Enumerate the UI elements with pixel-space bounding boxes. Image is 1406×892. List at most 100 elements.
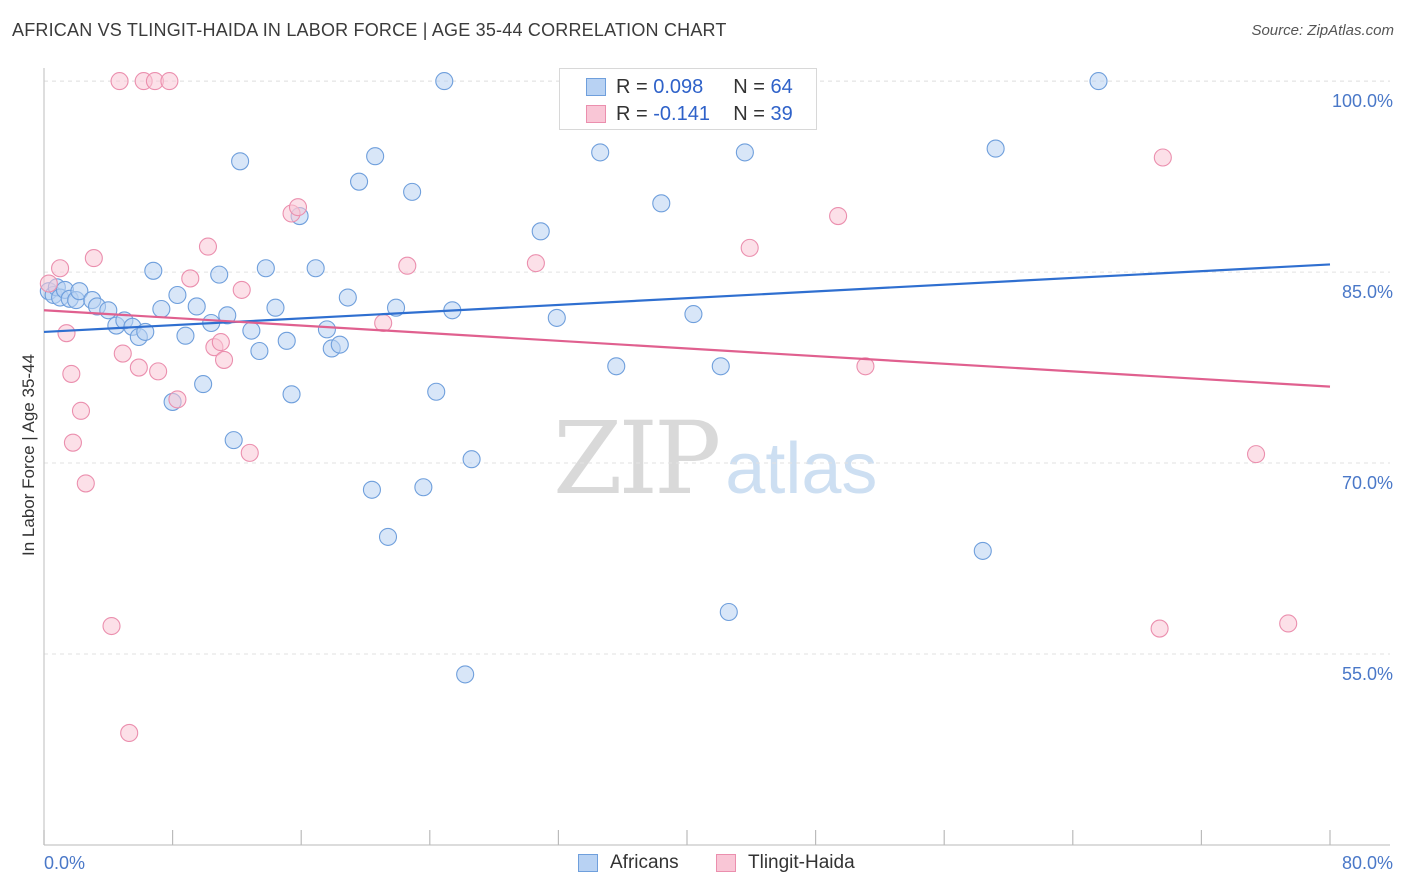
x-tick-label-max: 80.0%	[1342, 853, 1393, 873]
africans-point	[591, 143, 610, 162]
africans-point	[403, 182, 422, 201]
y-tick-label: 100.0%	[1332, 91, 1393, 111]
africans-point	[607, 357, 626, 376]
africans-point	[378, 527, 398, 546]
africans-point	[224, 431, 243, 450]
africans-point	[266, 298, 285, 317]
africans-point	[531, 222, 550, 241]
tlingit-point	[57, 324, 76, 343]
r-label: R =	[616, 102, 648, 125]
tlingit-point	[198, 237, 218, 256]
africans-point	[735, 143, 754, 162]
n-label: N =	[733, 102, 765, 125]
tlingit-point	[829, 207, 848, 226]
africans-point	[338, 288, 357, 307]
legend-row-africans: R = 0.098 N = 64	[586, 75, 793, 99]
africans-point	[187, 297, 206, 316]
r-label: R =	[616, 75, 648, 98]
legend-label-tlingit: Tlingit-Haida	[748, 852, 855, 873]
n-label: N =	[733, 75, 765, 98]
legend-item-africans[interactable]: Africans	[578, 852, 679, 874]
legend-item-tlingit[interactable]: Tlingit-Haida	[716, 852, 855, 874]
africans-point	[152, 299, 171, 319]
tlingit-point	[526, 254, 545, 273]
tlingit-point	[1150, 619, 1169, 638]
africans-point	[306, 259, 325, 278]
n-value: 39	[770, 102, 793, 125]
zipatlas-watermark: ZIP atlas	[553, 400, 877, 517]
tlingit-point	[84, 249, 103, 268]
tlingit-point	[71, 401, 91, 420]
legend-label-africans: Africans	[610, 852, 679, 873]
africans-point	[414, 478, 433, 497]
tlingit-trend-line	[43, 309, 1331, 388]
tlingit-point	[76, 474, 95, 493]
africans-point	[462, 450, 481, 469]
africans-point	[250, 341, 269, 361]
africans-point	[427, 382, 446, 401]
africans-point	[362, 480, 381, 499]
data-points	[39, 72, 1298, 743]
africans-point	[1089, 72, 1108, 91]
tlingit-point	[129, 358, 148, 377]
y-tick-label: 85.0%	[1342, 282, 1393, 302]
legend-row-tlingit: R = -0.141 N = 39	[586, 102, 793, 126]
r-value: -0.141	[653, 102, 710, 125]
africans-point	[277, 331, 296, 350]
africans-point	[547, 308, 566, 327]
africans-point	[218, 306, 237, 325]
africans-point	[231, 152, 250, 171]
africans-point	[456, 665, 475, 684]
tlingit-point	[62, 364, 81, 383]
africans-point	[168, 285, 187, 305]
y-tick-label: 55.0%	[1342, 664, 1393, 684]
africans-point	[652, 194, 671, 213]
y-tick-label: 70.0%	[1342, 473, 1393, 493]
africans-point	[986, 139, 1005, 158]
africans-point	[386, 298, 406, 317]
tlingit-point	[1247, 445, 1266, 464]
africans-trend-line	[43, 263, 1331, 334]
africans-point	[256, 259, 275, 278]
tlingit-swatch	[586, 105, 606, 123]
trend-lines	[43, 263, 1331, 388]
correlation-legend: R = 0.098 N = 64 R = -0.141 N = 39	[559, 68, 817, 130]
tick-labels: 55.0% 70.0% 85.0% 100.0% 0.0% 80.0% In Labor F…	[19, 91, 1393, 873]
africans-point	[317, 320, 336, 339]
tlingit-point	[102, 616, 121, 636]
africans-point	[711, 357, 730, 376]
tlingit-point	[240, 443, 259, 462]
chart-title: AFRICAN VS TLINGIT-HAIDA IN LABOR FORCE …	[12, 20, 727, 40]
tlingit-point	[214, 350, 234, 369]
tlingit-point	[160, 72, 179, 91]
watermark-zip: ZIP	[553, 400, 721, 517]
tlingit-point	[51, 259, 70, 278]
watermark-atlas: atlas	[725, 429, 878, 509]
r-value: 0.098	[653, 75, 704, 98]
africans-point	[70, 282, 89, 301]
africans-point	[242, 321, 261, 340]
tlingit-point	[168, 390, 187, 409]
africans-point	[99, 301, 118, 320]
tlingit-point	[1153, 148, 1172, 167]
tlingit-point	[232, 280, 251, 299]
axes	[43, 68, 1390, 846]
africans-point	[366, 147, 385, 166]
africans-point	[330, 335, 349, 354]
africans-point	[719, 602, 738, 622]
africans-point	[973, 541, 992, 560]
tlingit-point	[211, 333, 230, 352]
tlingit-point	[120, 723, 139, 743]
africans-point	[350, 172, 369, 191]
africans-point	[144, 261, 163, 280]
series-legend: Africans Tlingit-Haida	[0, 852, 1406, 876]
x-tick-label-min: 0.0%	[44, 853, 85, 873]
africans-swatch	[586, 78, 606, 96]
tlingit-point	[63, 433, 82, 452]
tlingit-point	[398, 256, 417, 275]
tlingit-point	[856, 357, 875, 376]
tlingit-point	[149, 362, 168, 381]
tlingit-point	[288, 198, 308, 217]
tlingit-point	[374, 313, 393, 333]
africans-swatch	[578, 854, 598, 872]
